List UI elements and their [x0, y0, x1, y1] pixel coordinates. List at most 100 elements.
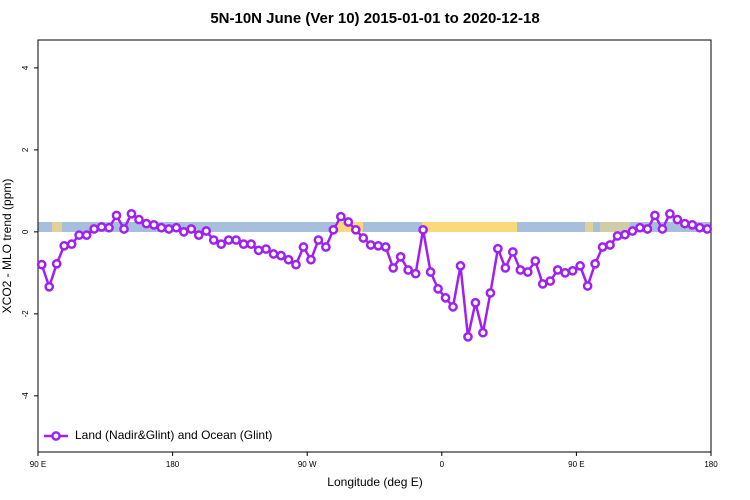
point [119, 224, 129, 234]
point [171, 222, 182, 233]
point [336, 211, 346, 222]
point [51, 258, 62, 269]
x-tick-label: 90 E [568, 460, 584, 469]
point [657, 224, 668, 234]
x-axis-label: Longitude (deg E) [327, 475, 422, 489]
point [590, 258, 600, 269]
point [343, 217, 354, 227]
point [156, 222, 167, 233]
point [283, 254, 294, 265]
point [507, 247, 518, 257]
point [96, 222, 107, 232]
point [530, 256, 541, 266]
point [223, 235, 234, 245]
point [89, 224, 99, 234]
y-tick-label: 4 [21, 65, 30, 70]
point [537, 279, 548, 289]
legend-label: Land (Nadir&Glint) and Ocean (Glint) [75, 428, 272, 442]
point [261, 244, 271, 254]
point [276, 250, 286, 261]
point [687, 220, 698, 230]
point [104, 222, 114, 233]
point [455, 261, 466, 271]
x-tick-label: 0 [440, 460, 445, 469]
point [567, 265, 578, 276]
y-tick-label: 2 [21, 147, 30, 152]
chart-title: 5N-10N June (Ver 10) 2015-01-01 to 2020-… [210, 10, 539, 27]
point [186, 224, 197, 234]
point [440, 293, 451, 303]
point [620, 229, 630, 240]
x-tick-label: 180 [704, 460, 718, 469]
point [395, 252, 406, 262]
point [694, 222, 705, 233]
point [433, 283, 443, 294]
point [253, 245, 264, 256]
point [141, 218, 152, 229]
point [612, 231, 623, 241]
point [350, 224, 361, 235]
point [178, 227, 189, 237]
point [650, 210, 660, 221]
point [231, 235, 242, 245]
point [328, 224, 339, 235]
point [605, 240, 615, 250]
surface-band [38, 222, 711, 232]
point [74, 230, 84, 240]
y-tick-label: 0 [21, 229, 30, 234]
point [81, 230, 92, 240]
y-tick-label: -4 [21, 392, 30, 400]
series-line [40, 211, 708, 338]
point [470, 297, 481, 308]
point [321, 242, 331, 252]
point [298, 242, 309, 252]
point [313, 235, 324, 245]
point [208, 235, 219, 245]
point [36, 259, 47, 270]
y-tick-label: -2 [21, 310, 30, 318]
point [665, 208, 675, 219]
point [522, 267, 533, 277]
point [672, 214, 683, 225]
point [575, 261, 585, 271]
point [493, 243, 503, 254]
point [410, 268, 421, 279]
point [246, 239, 256, 250]
point [388, 263, 399, 273]
point [380, 242, 391, 252]
point [560, 268, 571, 278]
point [216, 239, 227, 250]
point [291, 259, 301, 270]
point [164, 224, 174, 234]
point [373, 240, 384, 251]
point [268, 249, 279, 259]
point [485, 288, 496, 298]
point [478, 327, 488, 338]
point [679, 218, 690, 229]
point [238, 239, 249, 250]
point [582, 281, 593, 291]
point [635, 222, 645, 233]
point [59, 240, 70, 251]
plot-frame [37, 39, 712, 453]
point [149, 220, 159, 230]
point [597, 242, 608, 252]
point [358, 233, 369, 243]
x-tick-label: 90 W [298, 460, 317, 469]
point [126, 208, 137, 219]
point [111, 210, 122, 221]
point [702, 224, 713, 234]
point [306, 254, 316, 265]
point [365, 240, 376, 250]
point [515, 265, 526, 275]
point [193, 230, 204, 240]
point [448, 302, 458, 312]
point [500, 263, 511, 273]
point [627, 226, 638, 236]
point [425, 267, 436, 277]
point [66, 239, 77, 250]
y-axis-label: XCO2 - MLO trend (ppm) [0, 179, 14, 314]
point [552, 265, 563, 275]
point [403, 265, 413, 275]
